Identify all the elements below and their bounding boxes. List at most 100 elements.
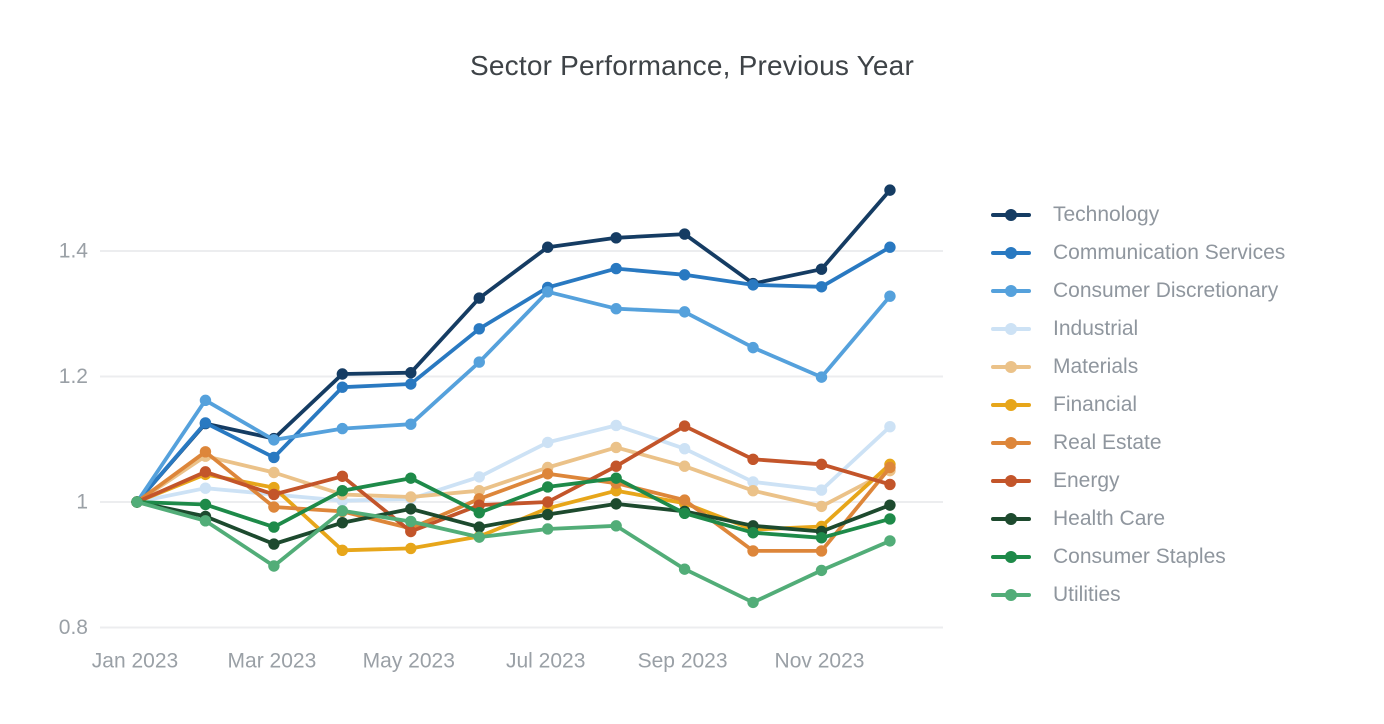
series-point-consumer-staples[interactable]	[199, 498, 212, 511]
series-point-consumer-discretionary[interactable]	[542, 286, 554, 298]
series-point-materials[interactable]	[610, 441, 622, 454]
series-point-technology[interactable]	[405, 367, 417, 379]
series-point-energy[interactable]	[747, 453, 759, 466]
series-point-real-estate[interactable]	[199, 446, 212, 458]
series-point-communication-services[interactable]	[815, 281, 828, 293]
series-point-energy[interactable]	[815, 458, 828, 471]
series-line-technology[interactable]	[135, 188, 892, 504]
series-point-real-estate[interactable]	[542, 468, 554, 480]
series-point-utilities[interactable]	[678, 563, 691, 575]
series-point-technology[interactable]	[610, 232, 622, 244]
series-line-real-estate[interactable]	[135, 449, 892, 553]
series-point-consumer-staples[interactable]	[747, 527, 759, 539]
series-point-energy[interactable]	[610, 460, 622, 472]
series-point-consumer-staples[interactable]	[268, 521, 280, 533]
series-point-health-care[interactable]	[268, 538, 280, 550]
series-point-utilities[interactable]	[747, 596, 759, 609]
series-point-technology[interactable]	[542, 241, 554, 253]
series-point-industrial[interactable]	[815, 484, 828, 496]
series-point-energy[interactable]	[542, 496, 554, 508]
series-point-communication-services[interactable]	[405, 378, 417, 390]
series-point-consumer-discretionary[interactable]	[405, 418, 417, 430]
series-point-utilities[interactable]	[268, 560, 280, 572]
series-point-consumer-discretionary[interactable]	[473, 356, 485, 368]
series-point-communication-services[interactable]	[678, 269, 691, 281]
series-line-energy[interactable]	[135, 424, 892, 534]
series-point-health-care[interactable]	[336, 517, 349, 529]
series-point-materials[interactable]	[473, 485, 485, 497]
series-point-communication-services[interactable]	[268, 451, 280, 464]
series-point-energy[interactable]	[678, 420, 691, 432]
series-point-materials[interactable]	[678, 460, 691, 472]
series-line-consumer-discretionary[interactable]	[135, 289, 892, 504]
series-point-technology[interactable]	[336, 368, 349, 380]
series-point-technology[interactable]	[815, 263, 828, 275]
series-point-consumer-staples[interactable]	[884, 513, 896, 525]
series-point-communication-services[interactable]	[473, 323, 485, 335]
series-point-technology[interactable]	[884, 184, 896, 196]
series-point-consumer-discretionary[interactable]	[199, 394, 212, 407]
series-point-communication-services[interactable]	[747, 279, 759, 291]
series-point-consumer-staples[interactable]	[336, 485, 349, 497]
series-point-health-care[interactable]	[884, 499, 896, 511]
legend-item-consumer-staples[interactable]: Consumer Staples	[991, 538, 1285, 576]
series-point-consumer-discretionary[interactable]	[747, 341, 759, 354]
series-point-health-care[interactable]	[542, 508, 554, 521]
series-point-utilities[interactable]	[610, 520, 622, 532]
series-point-consumer-staples[interactable]	[405, 472, 417, 484]
series-point-consumer-discretionary[interactable]	[336, 422, 349, 435]
series-point-consumer-discretionary[interactable]	[268, 434, 280, 446]
series-point-technology[interactable]	[678, 228, 691, 240]
series-point-utilities[interactable]	[542, 523, 554, 535]
legend-item-energy[interactable]: Energy	[991, 462, 1285, 500]
series-point-industrial[interactable]	[610, 419, 622, 432]
series-point-industrial[interactable]	[199, 482, 212, 494]
series-point-materials[interactable]	[815, 500, 828, 513]
series-point-communication-services[interactable]	[610, 262, 622, 275]
legend-item-industrial[interactable]: Industrial	[991, 310, 1285, 348]
series-point-industrial[interactable]	[542, 436, 554, 449]
series-point-technology[interactable]	[473, 292, 485, 304]
series-point-energy[interactable]	[199, 466, 212, 478]
series-point-consumer-discretionary[interactable]	[610, 303, 622, 315]
series-point-consumer-discretionary[interactable]	[678, 306, 691, 318]
series-point-consumer-staples[interactable]	[815, 532, 828, 544]
series-point-utilities[interactable]	[884, 535, 896, 547]
series-point-industrial[interactable]	[678, 442, 691, 455]
series-point-utilities[interactable]	[131, 496, 143, 508]
series-point-energy[interactable]	[268, 488, 280, 501]
series-point-energy[interactable]	[336, 470, 349, 482]
legend-item-technology[interactable]: Technology	[991, 196, 1285, 234]
series-point-financial[interactable]	[336, 544, 349, 557]
legend-item-materials[interactable]: Materials	[991, 348, 1285, 386]
series-line-materials[interactable]	[135, 445, 892, 509]
series-point-consumer-discretionary[interactable]	[884, 290, 896, 302]
series-line-communication-services[interactable]	[135, 245, 892, 504]
series-point-utilities[interactable]	[336, 505, 349, 517]
series-point-consumer-staples[interactable]	[610, 472, 622, 484]
legend-item-financial[interactable]: Financial	[991, 386, 1285, 424]
series-point-communication-services[interactable]	[199, 417, 212, 429]
series-point-real-estate[interactable]	[747, 545, 759, 557]
series-point-health-care[interactable]	[610, 498, 622, 510]
series-point-consumer-staples[interactable]	[678, 507, 691, 519]
series-line-health-care[interactable]	[135, 500, 892, 546]
sector-performance-chart[interactable]: 0.8 1 1.2 1.4 Jan 2023 Mar 2023 May 2023 Jul 20…	[0, 0, 950, 724]
series-point-health-care[interactable]	[473, 521, 485, 533]
series-point-communication-services[interactable]	[336, 381, 349, 393]
legend-item-utilities[interactable]: Utilities	[991, 576, 1285, 614]
series-point-utilities[interactable]	[815, 564, 828, 577]
series-point-real-estate[interactable]	[268, 501, 280, 513]
series-point-materials[interactable]	[405, 491, 417, 503]
series-point-energy[interactable]	[884, 478, 896, 491]
series-line-consumer-staples[interactable]	[135, 476, 892, 540]
series-point-real-estate[interactable]	[678, 494, 691, 506]
series-point-materials[interactable]	[747, 485, 759, 497]
series-point-utilities[interactable]	[199, 515, 212, 527]
series-point-utilities[interactable]	[473, 531, 485, 543]
series-point-real-estate[interactable]	[815, 545, 828, 557]
legend-item-consumer-discretionary[interactable]: Consumer Discretionary	[991, 272, 1285, 310]
series-line-utilities[interactable]	[135, 500, 892, 605]
series-point-real-estate[interactable]	[884, 461, 896, 474]
legend-item-communication-services[interactable]: Communication Services	[991, 234, 1285, 272]
